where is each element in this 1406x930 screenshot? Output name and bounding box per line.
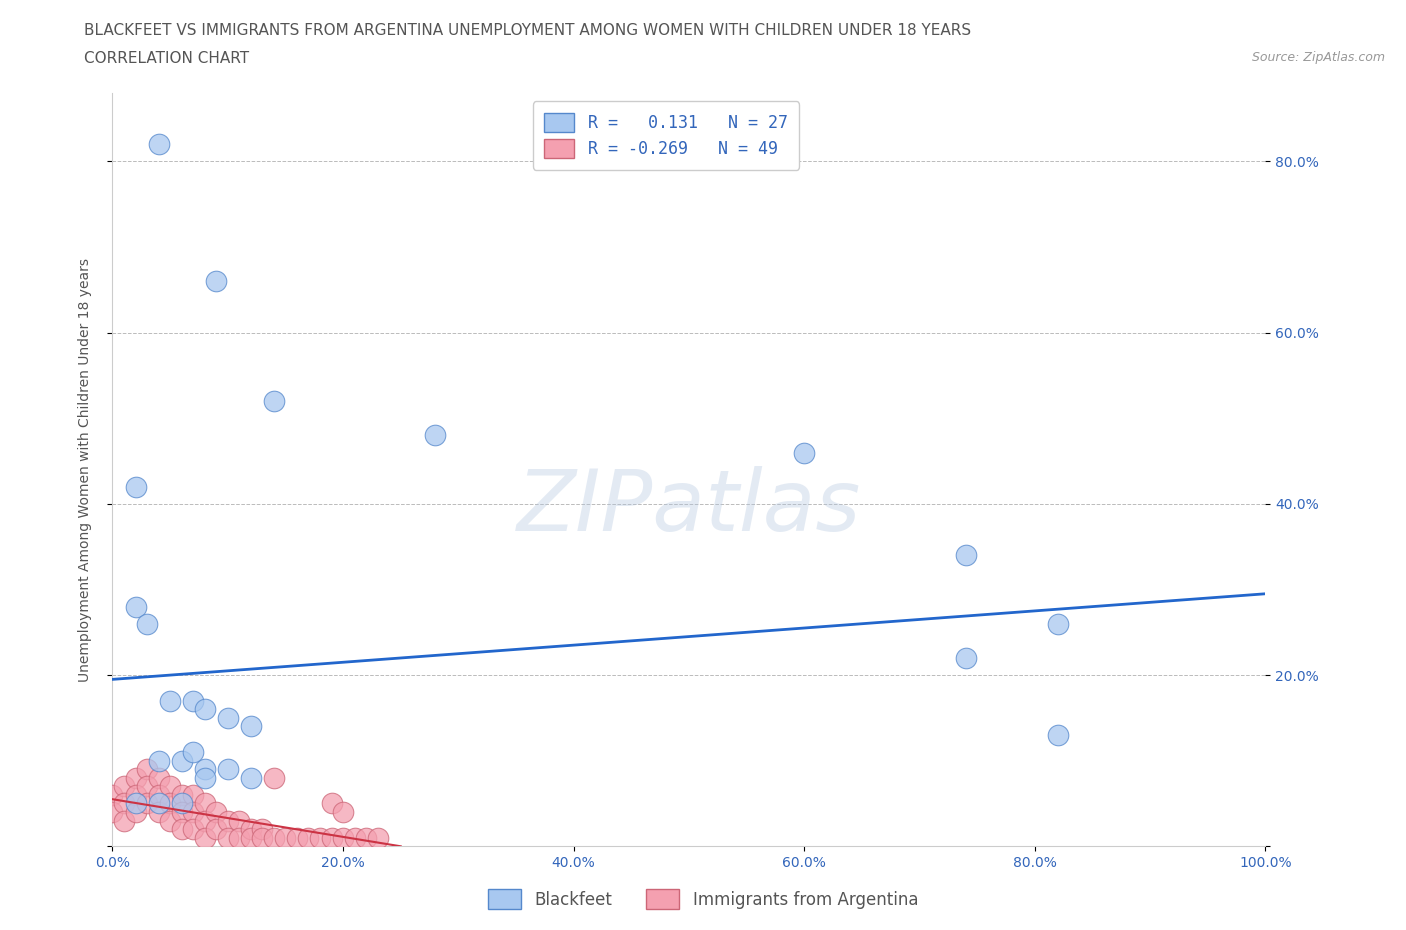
- Point: [170, 822, 193, 837]
- Point: [124, 599, 146, 614]
- Point: [367, 830, 389, 845]
- Point: [228, 830, 250, 845]
- Point: [170, 753, 193, 768]
- Point: [181, 694, 204, 709]
- Point: [124, 804, 146, 819]
- Point: [955, 651, 977, 666]
- Point: [205, 273, 228, 288]
- Text: CORRELATION CHART: CORRELATION CHART: [84, 51, 249, 66]
- Text: Source: ZipAtlas.com: Source: ZipAtlas.com: [1251, 51, 1385, 64]
- Point: [159, 796, 181, 811]
- Point: [239, 719, 262, 734]
- Point: [124, 479, 146, 494]
- Text: BLACKFEET VS IMMIGRANTS FROM ARGENTINA UNEMPLOYMENT AMONG WOMEN WITH CHILDREN UN: BLACKFEET VS IMMIGRANTS FROM ARGENTINA U…: [84, 23, 972, 38]
- Point: [205, 804, 228, 819]
- Y-axis label: Unemployment Among Women with Children Under 18 years: Unemployment Among Women with Children U…: [77, 258, 91, 682]
- Point: [170, 796, 193, 811]
- Point: [309, 830, 332, 845]
- Point: [101, 788, 124, 803]
- Point: [332, 830, 354, 845]
- Point: [170, 788, 193, 803]
- Text: ZIPatlas: ZIPatlas: [517, 466, 860, 549]
- Point: [148, 804, 170, 819]
- Point: [181, 822, 204, 837]
- Point: [321, 796, 343, 811]
- Point: [285, 830, 308, 845]
- Point: [263, 830, 285, 845]
- Point: [136, 762, 159, 777]
- Point: [194, 770, 217, 785]
- Point: [148, 788, 170, 803]
- Point: [181, 788, 204, 803]
- Point: [239, 770, 262, 785]
- Point: [124, 770, 146, 785]
- Point: [252, 830, 274, 845]
- Point: [112, 813, 135, 828]
- Point: [148, 137, 170, 152]
- Point: [112, 796, 135, 811]
- Point: [194, 762, 217, 777]
- Point: [217, 711, 239, 725]
- Legend: Blackfeet, Immigrants from Argentina: Blackfeet, Immigrants from Argentina: [479, 881, 927, 917]
- Point: [194, 796, 217, 811]
- Point: [332, 804, 354, 819]
- Point: [1046, 617, 1069, 631]
- Point: [217, 762, 239, 777]
- Point: [263, 393, 285, 408]
- Point: [793, 445, 815, 460]
- Point: [228, 813, 250, 828]
- Point: [159, 813, 181, 828]
- Point: [239, 830, 262, 845]
- Point: [321, 830, 343, 845]
- Legend: R =   0.131   N = 27, R = -0.269   N = 49: R = 0.131 N = 27, R = -0.269 N = 49: [533, 101, 799, 170]
- Point: [148, 753, 170, 768]
- Point: [136, 617, 159, 631]
- Point: [101, 804, 124, 819]
- Point: [170, 804, 193, 819]
- Point: [112, 779, 135, 794]
- Point: [159, 779, 181, 794]
- Point: [148, 796, 170, 811]
- Point: [263, 770, 285, 785]
- Point: [136, 796, 159, 811]
- Point: [194, 813, 217, 828]
- Point: [181, 804, 204, 819]
- Point: [955, 548, 977, 563]
- Point: [181, 745, 204, 760]
- Point: [252, 822, 274, 837]
- Point: [124, 788, 146, 803]
- Point: [343, 830, 366, 845]
- Point: [194, 702, 217, 717]
- Point: [217, 813, 239, 828]
- Point: [297, 830, 319, 845]
- Point: [194, 830, 217, 845]
- Point: [239, 822, 262, 837]
- Point: [124, 796, 146, 811]
- Point: [354, 830, 377, 845]
- Point: [274, 830, 297, 845]
- Point: [159, 694, 181, 709]
- Point: [425, 428, 447, 443]
- Point: [148, 770, 170, 785]
- Point: [1046, 727, 1069, 742]
- Point: [205, 822, 228, 837]
- Point: [136, 779, 159, 794]
- Point: [217, 830, 239, 845]
